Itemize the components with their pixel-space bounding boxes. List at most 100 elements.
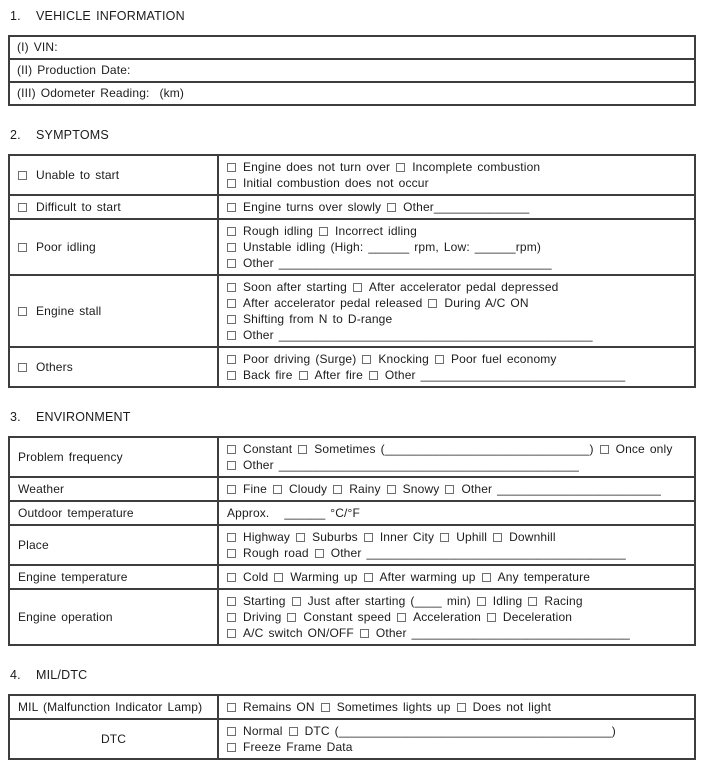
checkbox-icon[interactable] [227,461,236,470]
option-label: Racing [544,594,583,608]
checkbox-icon[interactable] [227,597,236,606]
form-option: Racing [528,594,583,608]
option-label: Normal [243,724,283,738]
option-line: Other __________________________________… [227,457,688,473]
checkbox-icon[interactable] [352,283,362,292]
checkbox-icon[interactable] [287,613,297,622]
option-line: Constant Sometimes (_____________________… [227,441,688,457]
checkbox-icon[interactable] [18,170,27,180]
checkbox-icon[interactable] [368,371,378,380]
checkbox-icon[interactable] [434,355,444,364]
checkbox-icon[interactable] [288,727,298,736]
checkbox-icon[interactable] [296,533,306,542]
checkbox-icon[interactable] [227,371,236,380]
option-line: Fine Cloudy Rainy Snowy Other ______________… [227,481,688,497]
checkbox-icon[interactable] [298,445,308,454]
checkbox-icon[interactable] [227,163,236,172]
checkbox-icon[interactable] [18,306,27,316]
option-label: (II) Production Date: [17,63,131,77]
checkbox-icon[interactable] [227,485,236,494]
section-number: 1. [10,9,21,23]
checkbox-icon[interactable] [387,203,397,212]
checkbox-icon[interactable] [493,533,503,542]
row-label-cell: MIL (Malfunction Indicator Lamp) [10,696,217,718]
checkbox-icon[interactable] [320,703,330,712]
form-option: DTC (___________________________________… [288,724,616,738]
checkbox-icon[interactable] [227,243,236,252]
option-line: Freeze Frame Data [227,739,688,755]
checkbox-icon[interactable] [274,573,284,582]
form-option: Shifting from N to D-range [227,312,392,326]
row-options-cell: Rough idling Incorrect idling Unstable idl… [217,220,694,274]
checkbox-icon[interactable] [481,573,491,582]
checkbox-icon[interactable] [599,445,609,454]
form-option: Other __________________________________… [314,546,626,560]
checkbox-icon[interactable] [386,485,396,494]
option-line: Back fire After fire Other _______________… [227,367,688,383]
checkbox-icon[interactable] [227,355,236,364]
checkbox-icon[interactable] [227,703,236,712]
checkbox-icon[interactable] [440,533,450,542]
checkbox-icon[interactable] [18,242,27,252]
checkbox-icon[interactable] [428,299,438,308]
checkbox-icon[interactable] [476,597,486,606]
checkbox-icon[interactable] [456,703,466,712]
table-row: Poor idling Rough idling Incorrect idling U… [10,218,694,274]
form-option: Back fire [227,368,293,382]
checkbox-icon[interactable] [445,485,455,494]
checkbox-icon[interactable] [486,613,496,622]
checkbox-icon[interactable] [319,227,329,236]
checkbox-icon[interactable] [362,355,372,364]
checkbox-icon[interactable] [227,283,236,292]
checkbox-icon[interactable] [363,573,373,582]
checkbox-icon[interactable] [314,549,324,558]
checkbox-icon[interactable] [528,597,538,606]
form-option: Sometimes lights up [320,700,451,714]
option-line: After accelerator pedal released During A… [227,295,688,311]
checkbox-icon[interactable] [291,597,301,606]
checkbox-icon[interactable] [227,299,236,308]
checkbox-icon[interactable] [272,485,282,494]
checkbox-icon[interactable] [298,371,308,380]
checkbox-icon[interactable] [227,629,236,638]
option-label: Knocking [378,352,429,366]
checkbox-icon[interactable] [227,613,236,622]
form-option: Remains ON [227,700,315,714]
checkbox-icon[interactable] [227,533,236,542]
form-option: Just after starting (____ min) [291,594,471,608]
checkbox-icon[interactable] [227,331,236,340]
checkbox-icon[interactable] [227,549,236,558]
checkbox-icon[interactable] [227,727,236,736]
row-label: DTC [100,732,127,746]
checkbox-icon[interactable] [227,573,236,582]
checkbox-icon[interactable] [396,163,406,172]
checkbox-icon[interactable] [18,362,27,372]
option-label: DTC (___________________________________… [304,724,616,738]
checkbox-icon[interactable] [227,315,236,324]
checkbox-icon[interactable] [227,743,236,752]
table-row: Engine temperature Cold Warming up After wa… [10,564,694,588]
checkbox-icon[interactable] [333,485,343,494]
row-label-cell: Place [10,526,217,564]
checkbox-icon[interactable] [227,259,236,268]
row-label-cell: Others [10,348,217,386]
checkbox-icon[interactable] [227,203,236,212]
row-label: MIL (Malfunction Indicator Lamp) [18,700,203,714]
form-option: Normal [227,724,283,738]
row-options-cell: (II) Production Date: [10,60,694,81]
option-label: A/C switch ON/OFF [243,626,354,640]
checkbox-icon[interactable] [227,179,236,188]
checkbox-icon[interactable] [363,533,373,542]
checkbox-icon[interactable] [397,613,407,622]
checkbox-icon[interactable] [227,445,236,454]
option-label: Inner City [379,530,435,544]
row-options-cell: Constant Sometimes (_____________________… [217,438,694,476]
checkbox-icon[interactable] [18,202,27,212]
checkbox-icon[interactable] [359,629,369,638]
form-option: Engine does not turn over [227,160,390,174]
checkbox-icon[interactable] [227,227,236,236]
section-heading: 1. VEHICLE INFORMATION [10,9,696,23]
row-options-cell: Engine does not turn over Incomplete comb… [217,156,694,194]
section-title: SYMPTOMS [36,128,109,142]
form-option: Idling [476,594,523,608]
